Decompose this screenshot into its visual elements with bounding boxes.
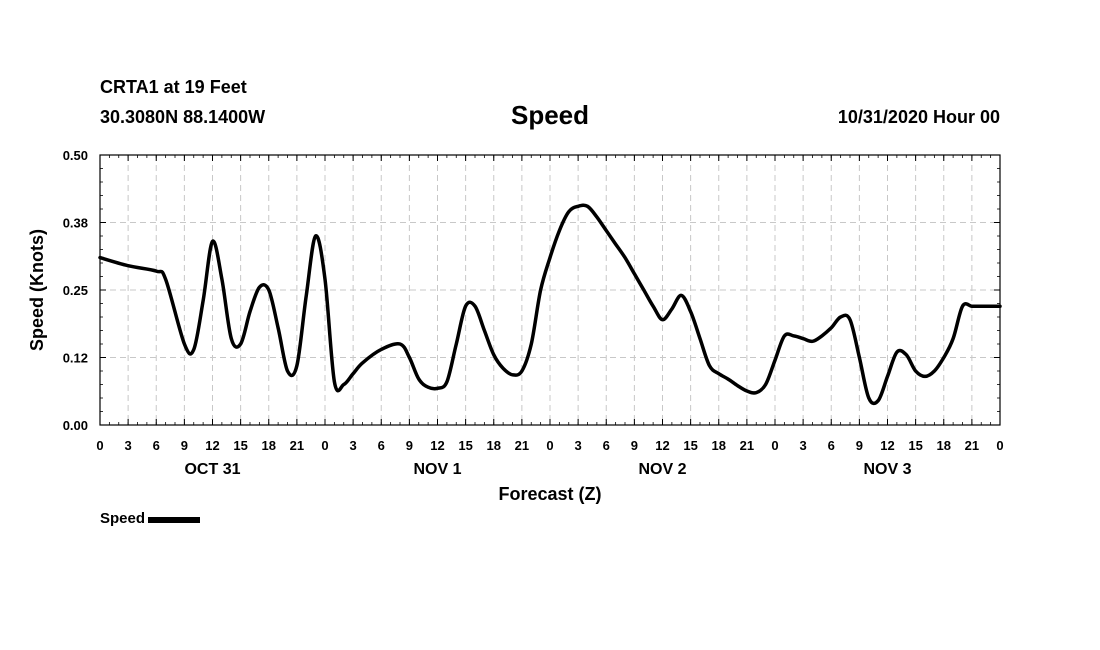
x-tick-label: 3 <box>800 438 807 453</box>
x-tick-label: 9 <box>406 438 413 453</box>
x-tick-label: 0 <box>996 438 1003 453</box>
coordinates-label: 30.3080N 88.1400W <box>100 107 266 127</box>
x-day-label: NOV 3 <box>863 461 911 478</box>
x-tick-label: 12 <box>655 438 669 453</box>
x-tick-label: 12 <box>430 438 444 453</box>
x-tick-label: 18 <box>937 438 951 453</box>
y-tick-label: 0.12 <box>63 351 88 366</box>
y-axis-title: Speed (Knots) <box>27 229 47 351</box>
y-tick-label: 0.00 <box>63 418 88 433</box>
legend-swatch <box>148 517 201 523</box>
x-tick-label: 12 <box>205 438 219 453</box>
forecast-datetime: 10/31/2020 Hour 00 <box>837 107 1000 127</box>
x-tick-label: 15 <box>233 438 247 453</box>
x-tick-label: 21 <box>740 438 754 453</box>
x-tick-label: 12 <box>880 438 894 453</box>
x-tick-label: 0 <box>321 438 328 453</box>
x-tick-label: 6 <box>603 438 610 453</box>
x-tick-label: 6 <box>153 438 160 453</box>
y-tick-label: 0.25 <box>63 283 88 298</box>
x-tick-label: 15 <box>908 438 922 453</box>
y-tick-label: 0.38 <box>63 216 88 231</box>
x-axis: 0 3 6 9 12 15 18 21 0 3 6 9 12 15 18 21 0 3 6 9 12 15 18 21 0 3 6 9… <box>96 155 1004 478</box>
x-day-label: NOV 2 <box>638 461 686 478</box>
x-tick-label: 0 <box>771 438 778 453</box>
speed-series-line <box>98 203 1002 406</box>
x-tick-label: 15 <box>458 438 472 453</box>
chart-title: Speed <box>510 100 590 130</box>
x-tick-label: 6 <box>828 438 835 453</box>
x-tick-label: 3 <box>575 438 582 453</box>
y-tick-label: 0.50 <box>63 148 88 163</box>
x-tick-label: 9 <box>856 438 863 453</box>
x-tick-label: 18 <box>712 438 726 453</box>
x-tick-label: 18 <box>487 438 501 453</box>
x-day-label: NOV 1 <box>413 461 461 478</box>
x-tick-label: 6 <box>378 438 385 453</box>
x-day-label: OCT 31 <box>184 461 240 478</box>
x-tick-label: 9 <box>631 438 638 453</box>
x-tick-label: 18 <box>262 438 276 453</box>
station-label: CRTA1 at 19 Feet <box>100 77 247 97</box>
x-tick-label: 21 <box>965 438 979 453</box>
x-tick-label: 15 <box>683 438 697 453</box>
x-axis-title: Forecast (Z) <box>498 484 601 504</box>
x-tick-label: 0 <box>546 438 553 453</box>
legend-label: Speed <box>100 510 146 527</box>
x-tick-label: 0 <box>96 438 103 453</box>
x-tick-label: 9 <box>181 438 188 453</box>
x-tick-label: 3 <box>125 438 132 453</box>
x-tick-label: 3 <box>350 438 357 453</box>
legend: Speed <box>100 510 201 527</box>
y-axis: 0.00 0.12 0.25 0.38 0.50 <box>63 148 1000 433</box>
x-tick-label: 21 <box>515 438 529 453</box>
x-tick-label: 21 <box>290 438 304 453</box>
